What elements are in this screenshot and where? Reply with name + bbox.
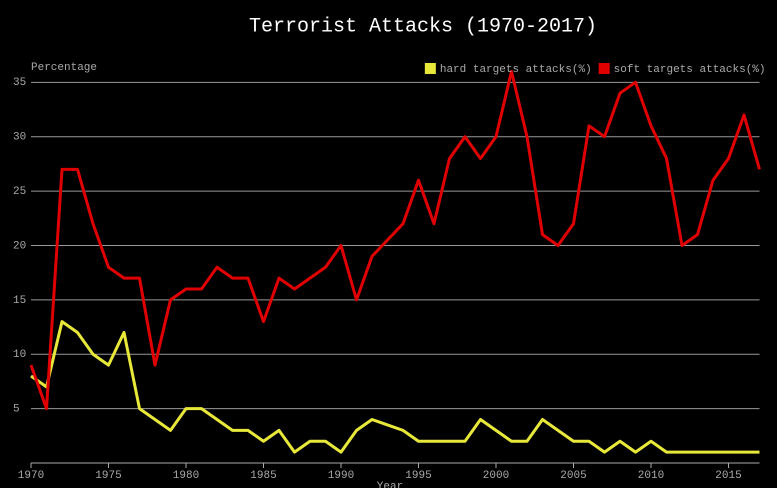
x-tick-label: 1995 xyxy=(405,470,431,482)
legend-swatch xyxy=(598,63,610,74)
x-tick-label: 2000 xyxy=(483,470,509,482)
y-tick-label: 5 xyxy=(13,404,20,416)
y-tick-label: 20 xyxy=(13,240,26,252)
legend-swatch xyxy=(424,63,436,74)
x-tick-label: 1970 xyxy=(18,470,44,482)
y-tick-label: 30 xyxy=(13,132,26,144)
chart-title: Terrorist Attacks (1970-2017) xyxy=(249,15,597,38)
y-tick-label: 10 xyxy=(13,349,26,361)
x-tick-label: 1975 xyxy=(95,470,121,482)
y-tick-label: 25 xyxy=(13,186,26,198)
y-tick-label: 15 xyxy=(13,295,26,307)
x-tick-label: 2005 xyxy=(560,470,586,482)
x-axis-label: Year xyxy=(377,481,403,488)
x-tick-label: 2015 xyxy=(715,470,741,482)
series-line xyxy=(29,69,761,411)
y-tick-label: 35 xyxy=(13,77,26,89)
x-tick-label: 1980 xyxy=(173,470,199,482)
legend-label: soft targets attacks(%) xyxy=(614,64,766,76)
x-tick-label: 1990 xyxy=(328,470,354,482)
legend-label: hard targets attacks(%) xyxy=(440,64,592,76)
x-tick-label: 1985 xyxy=(250,470,276,482)
y-axis-label: Percentage xyxy=(31,62,97,74)
series-line xyxy=(30,320,760,454)
x-tick-label: 2010 xyxy=(638,470,664,482)
